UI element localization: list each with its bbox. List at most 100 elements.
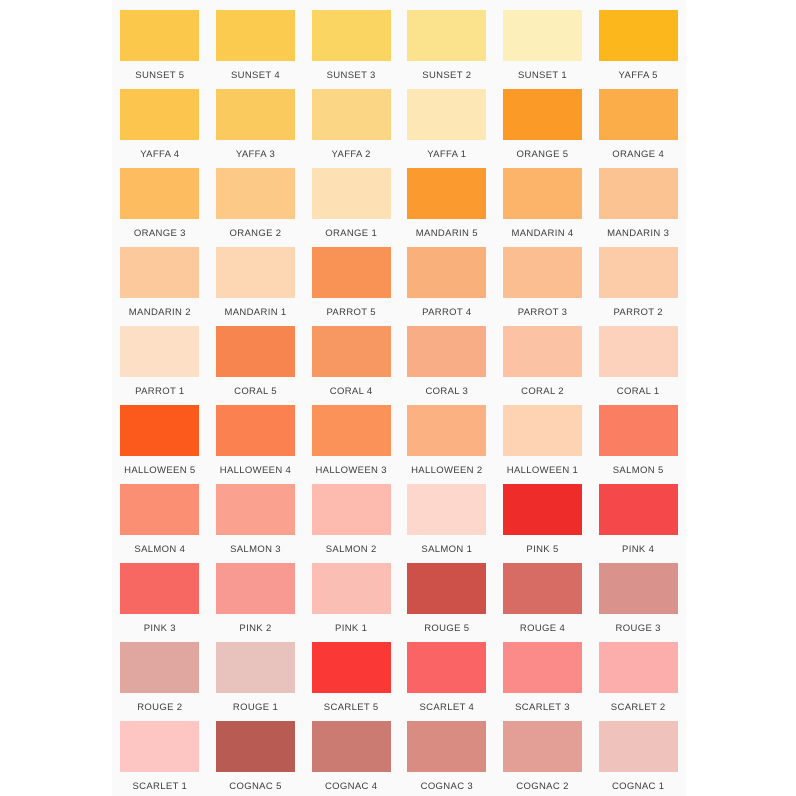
color-swatch[interactable]: [215, 168, 295, 219]
color-swatch[interactable]: [407, 326, 487, 377]
swatch-cell[interactable]: PARROT 2: [590, 247, 686, 326]
color-swatch[interactable]: [407, 563, 487, 614]
swatch-cell[interactable]: SCARLET 5: [303, 642, 399, 721]
swatch-cell[interactable]: CORAL 4: [303, 326, 399, 405]
color-swatch[interactable]: [502, 247, 582, 298]
swatch-cell[interactable]: COGNAC 1: [590, 721, 686, 796]
color-swatch[interactable]: [598, 326, 678, 377]
swatch-cell[interactable]: MANDARIN 1: [208, 247, 304, 326]
color-swatch[interactable]: [407, 89, 487, 140]
color-swatch[interactable]: [407, 405, 487, 456]
swatch-cell[interactable]: SCARLET 3: [495, 642, 591, 721]
color-swatch[interactable]: [215, 10, 295, 61]
swatch-cell[interactable]: HALLOWEEN 2: [399, 405, 495, 484]
swatch-cell[interactable]: PINK 5: [495, 484, 591, 563]
color-swatch[interactable]: [215, 563, 295, 614]
swatch-cell[interactable]: ORANGE 4: [590, 89, 686, 168]
swatch-cell[interactable]: PINK 1: [303, 563, 399, 642]
color-swatch[interactable]: [598, 484, 678, 535]
color-swatch[interactable]: [311, 563, 391, 614]
swatch-cell[interactable]: PINK 3: [112, 563, 208, 642]
swatch-cell[interactable]: ROUGE 2: [112, 642, 208, 721]
color-swatch[interactable]: [407, 247, 487, 298]
color-swatch[interactable]: [311, 326, 391, 377]
color-swatch[interactable]: [598, 10, 678, 61]
color-swatch[interactable]: [502, 721, 582, 772]
color-swatch[interactable]: [311, 721, 391, 772]
swatch-cell[interactable]: PARROT 5: [303, 247, 399, 326]
color-swatch[interactable]: [120, 563, 200, 614]
swatch-cell[interactable]: CORAL 3: [399, 326, 495, 405]
color-swatch[interactable]: [311, 89, 391, 140]
color-swatch[interactable]: [502, 405, 582, 456]
color-swatch[interactable]: [215, 326, 295, 377]
swatch-cell[interactable]: CORAL 2: [495, 326, 591, 405]
swatch-cell[interactable]: HALLOWEEN 4: [208, 405, 304, 484]
swatch-cell[interactable]: SCARLET 4: [399, 642, 495, 721]
swatch-cell[interactable]: COGNAC 4: [303, 721, 399, 796]
color-swatch[interactable]: [598, 563, 678, 614]
color-swatch[interactable]: [120, 247, 200, 298]
swatch-cell[interactable]: HALLOWEEN 5: [112, 405, 208, 484]
swatch-cell[interactable]: HALLOWEEN 3: [303, 405, 399, 484]
swatch-cell[interactable]: MANDARIN 3: [590, 168, 686, 247]
swatch-cell[interactable]: YAFFA 4: [112, 89, 208, 168]
color-swatch[interactable]: [120, 721, 200, 772]
swatch-cell[interactable]: YAFFA 3: [208, 89, 304, 168]
color-swatch[interactable]: [120, 10, 200, 61]
swatch-cell[interactable]: SALMON 1: [399, 484, 495, 563]
color-swatch[interactable]: [120, 642, 200, 693]
swatch-cell[interactable]: PINK 2: [208, 563, 304, 642]
swatch-cell[interactable]: SCARLET 1: [112, 721, 208, 796]
swatch-cell[interactable]: SUNSET 1: [495, 10, 591, 89]
color-swatch[interactable]: [311, 484, 391, 535]
swatch-cell[interactable]: ORANGE 2: [208, 168, 304, 247]
color-swatch[interactable]: [407, 642, 487, 693]
swatch-cell[interactable]: SALMON 3: [208, 484, 304, 563]
swatch-cell[interactable]: SALMON 5: [590, 405, 686, 484]
color-swatch[interactable]: [311, 247, 391, 298]
color-swatch[interactable]: [502, 10, 582, 61]
swatch-cell[interactable]: SALMON 4: [112, 484, 208, 563]
swatch-cell[interactable]: COGNAC 5: [208, 721, 304, 796]
color-swatch[interactable]: [120, 484, 200, 535]
swatch-cell[interactable]: ORANGE 3: [112, 168, 208, 247]
swatch-cell[interactable]: PINK 4: [590, 484, 686, 563]
color-swatch[interactable]: [502, 168, 582, 219]
swatch-cell[interactable]: MANDARIN 2: [112, 247, 208, 326]
color-swatch[interactable]: [407, 10, 487, 61]
swatch-cell[interactable]: HALLOWEEN 1: [495, 405, 591, 484]
color-swatch[interactable]: [502, 563, 582, 614]
color-swatch[interactable]: [215, 405, 295, 456]
color-swatch[interactable]: [502, 89, 582, 140]
color-swatch[interactable]: [311, 10, 391, 61]
swatch-cell[interactable]: YAFFA 1: [399, 89, 495, 168]
color-swatch[interactable]: [120, 168, 200, 219]
swatch-cell[interactable]: SUNSET 4: [208, 10, 304, 89]
color-swatch[interactable]: [215, 484, 295, 535]
color-swatch[interactable]: [407, 168, 487, 219]
color-swatch[interactable]: [598, 642, 678, 693]
color-swatch[interactable]: [120, 89, 200, 140]
color-swatch[interactable]: [311, 168, 391, 219]
color-swatch[interactable]: [215, 721, 295, 772]
color-swatch[interactable]: [598, 247, 678, 298]
swatch-cell[interactable]: CORAL 1: [590, 326, 686, 405]
color-swatch[interactable]: [215, 89, 295, 140]
color-swatch[interactable]: [120, 405, 200, 456]
color-swatch[interactable]: [215, 247, 295, 298]
swatch-cell[interactable]: ROUGE 1: [208, 642, 304, 721]
swatch-cell[interactable]: ORANGE 5: [495, 89, 591, 168]
swatch-cell[interactable]: PARROT 3: [495, 247, 591, 326]
swatch-cell[interactable]: ORANGE 1: [303, 168, 399, 247]
swatch-cell[interactable]: SUNSET 5: [112, 10, 208, 89]
color-swatch[interactable]: [598, 89, 678, 140]
color-swatch[interactable]: [311, 642, 391, 693]
swatch-cell[interactable]: MANDARIN 5: [399, 168, 495, 247]
swatch-cell[interactable]: COGNAC 2: [495, 721, 591, 796]
swatch-cell[interactable]: ROUGE 5: [399, 563, 495, 642]
swatch-cell[interactable]: CORAL 5: [208, 326, 304, 405]
swatch-cell[interactable]: PARROT 4: [399, 247, 495, 326]
color-swatch[interactable]: [311, 405, 391, 456]
swatch-cell[interactable]: SALMON 2: [303, 484, 399, 563]
